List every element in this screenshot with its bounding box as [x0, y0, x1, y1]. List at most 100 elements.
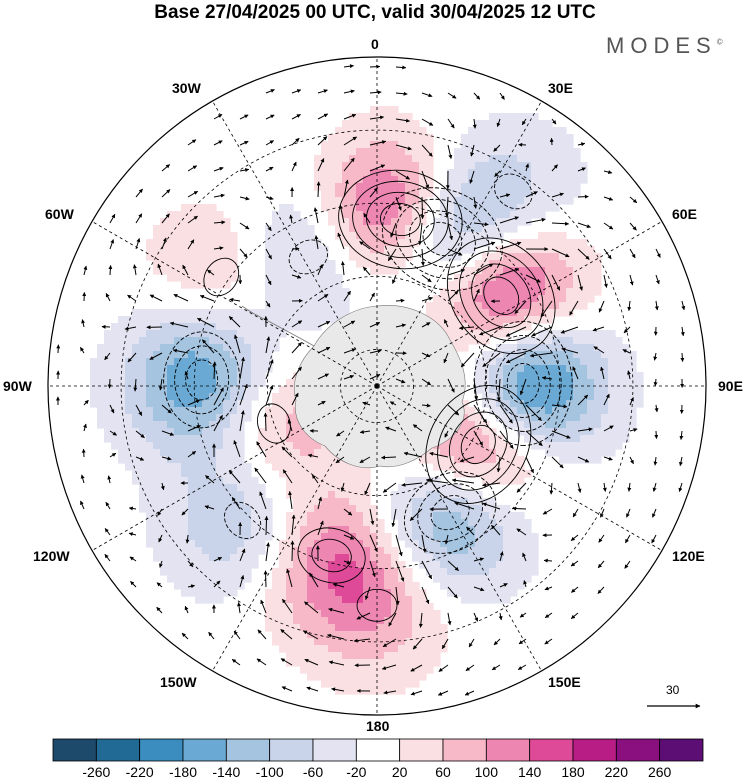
- field-cell: [258, 358, 266, 366]
- field-cell: [440, 519, 448, 527]
- field-cell: [447, 561, 455, 569]
- field-cell: [272, 211, 280, 219]
- field-cell: [223, 246, 231, 254]
- wind-arrow: [239, 196, 250, 201]
- field-cell: [531, 281, 539, 289]
- field-cell: [181, 533, 189, 541]
- field-cell: [412, 477, 420, 485]
- field-cell: [545, 295, 553, 303]
- field-cell: [167, 470, 175, 478]
- field-cell: [475, 176, 483, 184]
- field-cell: [160, 561, 168, 569]
- wind-arrow: [265, 196, 274, 201]
- field-cell: [454, 295, 462, 303]
- field-cell: [342, 554, 350, 562]
- field-cell: [202, 435, 210, 443]
- wind-arrow: [130, 581, 137, 588]
- field-cell: [216, 267, 224, 275]
- field-cell: [153, 260, 161, 268]
- field-cell: [573, 442, 581, 450]
- field-cell: [531, 246, 539, 254]
- field-cell: [566, 456, 574, 464]
- field-cell: [517, 302, 525, 310]
- wind-arrow: [388, 612, 397, 627]
- field-cell: [195, 589, 203, 597]
- field-cell: [468, 547, 476, 555]
- wind-arrow: [447, 560, 459, 572]
- field-cell: [377, 589, 385, 597]
- field-cell: [237, 568, 245, 576]
- field-cell: [475, 197, 483, 205]
- field-cell: [300, 498, 308, 506]
- field-cell: [307, 645, 315, 653]
- field-cell: [188, 365, 196, 373]
- field-cell: [412, 526, 420, 534]
- field-cell: [125, 337, 133, 345]
- field-cell: [356, 519, 364, 527]
- field-cell: [160, 554, 168, 562]
- field-cell: [377, 225, 385, 233]
- field-cell: [398, 169, 406, 177]
- field-cell: [118, 428, 126, 436]
- field-cell: [475, 120, 483, 128]
- field-cell: [342, 680, 350, 688]
- field-cell: [398, 673, 406, 681]
- wind-arrow: [127, 352, 137, 363]
- field-cell: [587, 449, 595, 457]
- field-cell: [461, 225, 469, 233]
- field-cell: [321, 624, 329, 632]
- field-cell: [167, 435, 175, 443]
- wind-arrow: [369, 534, 378, 553]
- field-cell: [503, 204, 511, 212]
- field-cell: [307, 498, 315, 506]
- field-cell: [440, 246, 448, 254]
- field-cell: [286, 407, 294, 415]
- field-cell: [328, 176, 336, 184]
- field-cell: [419, 498, 427, 506]
- field-cell: [293, 218, 301, 226]
- field-cell: [279, 456, 287, 464]
- field-cell: [286, 295, 294, 303]
- field-cell: [454, 456, 462, 464]
- wind-arrow: [83, 423, 87, 432]
- field-cell: [566, 155, 574, 163]
- field-cell: [594, 386, 602, 394]
- field-cell: [279, 617, 287, 625]
- field-cell: [356, 148, 364, 156]
- wind-arrow: [197, 317, 215, 328]
- field-cell: [195, 421, 203, 429]
- field-cell: [454, 176, 462, 184]
- field-cell: [545, 127, 553, 135]
- field-cell: [363, 197, 371, 205]
- field-cell: [517, 554, 525, 562]
- field-cell: [251, 393, 259, 401]
- field-cell: [356, 652, 364, 660]
- field-cell: [496, 148, 504, 156]
- field-cell: [286, 512, 294, 520]
- field-cell: [496, 344, 504, 352]
- field-cell: [237, 526, 245, 534]
- field-cell: [146, 239, 154, 247]
- field-cell: [209, 379, 217, 387]
- field-cell: [160, 316, 168, 324]
- field-cell: [335, 575, 343, 583]
- field-cell: [496, 400, 504, 408]
- field-cell: [454, 274, 462, 282]
- field-cell: [181, 561, 189, 569]
- field-cell: [475, 183, 483, 191]
- field-cell: [384, 582, 392, 590]
- field-cell: [412, 505, 420, 513]
- field-cell: [426, 659, 434, 667]
- field-cell: [594, 435, 602, 443]
- field-cell: [181, 407, 189, 415]
- field-cell: [559, 239, 567, 247]
- wind-arrow: [265, 140, 274, 146]
- field-cell: [552, 330, 560, 338]
- field-cell: [216, 498, 224, 506]
- field-cell: [531, 561, 539, 569]
- field-cell: [398, 204, 406, 212]
- field-cell: [573, 148, 581, 156]
- field-cell: [426, 645, 434, 653]
- field-cell: [216, 309, 224, 317]
- field-cell: [517, 127, 525, 135]
